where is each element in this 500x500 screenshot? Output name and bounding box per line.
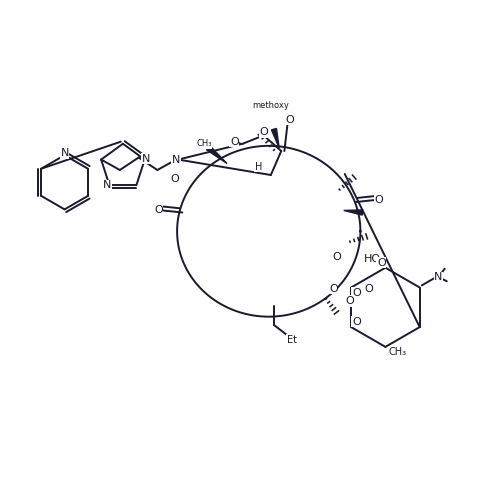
Text: HO: HO (364, 254, 382, 264)
Text: N: N (434, 272, 442, 282)
Text: O: O (377, 258, 386, 268)
Text: O: O (230, 136, 239, 146)
Text: Et: Et (286, 334, 296, 344)
Text: O: O (154, 206, 162, 216)
Polygon shape (344, 210, 363, 215)
Text: O: O (352, 317, 360, 327)
Text: O: O (375, 195, 384, 205)
Text: O: O (329, 284, 338, 294)
Polygon shape (272, 128, 279, 148)
Text: O: O (259, 128, 268, 138)
Text: N: N (172, 154, 180, 164)
Text: N: N (60, 148, 69, 158)
Text: O: O (346, 296, 354, 306)
Text: O: O (364, 284, 373, 294)
Text: H: H (254, 162, 262, 172)
Text: CH₃: CH₃ (389, 347, 407, 357)
Text: O: O (332, 252, 341, 262)
Text: methoxy: methoxy (252, 100, 290, 110)
Text: CH₃: CH₃ (196, 139, 212, 148)
Text: N: N (142, 154, 150, 164)
Text: O: O (170, 174, 179, 184)
Text: O: O (352, 288, 360, 298)
Text: O: O (285, 115, 294, 125)
Polygon shape (206, 146, 227, 164)
Text: N: N (103, 180, 112, 190)
